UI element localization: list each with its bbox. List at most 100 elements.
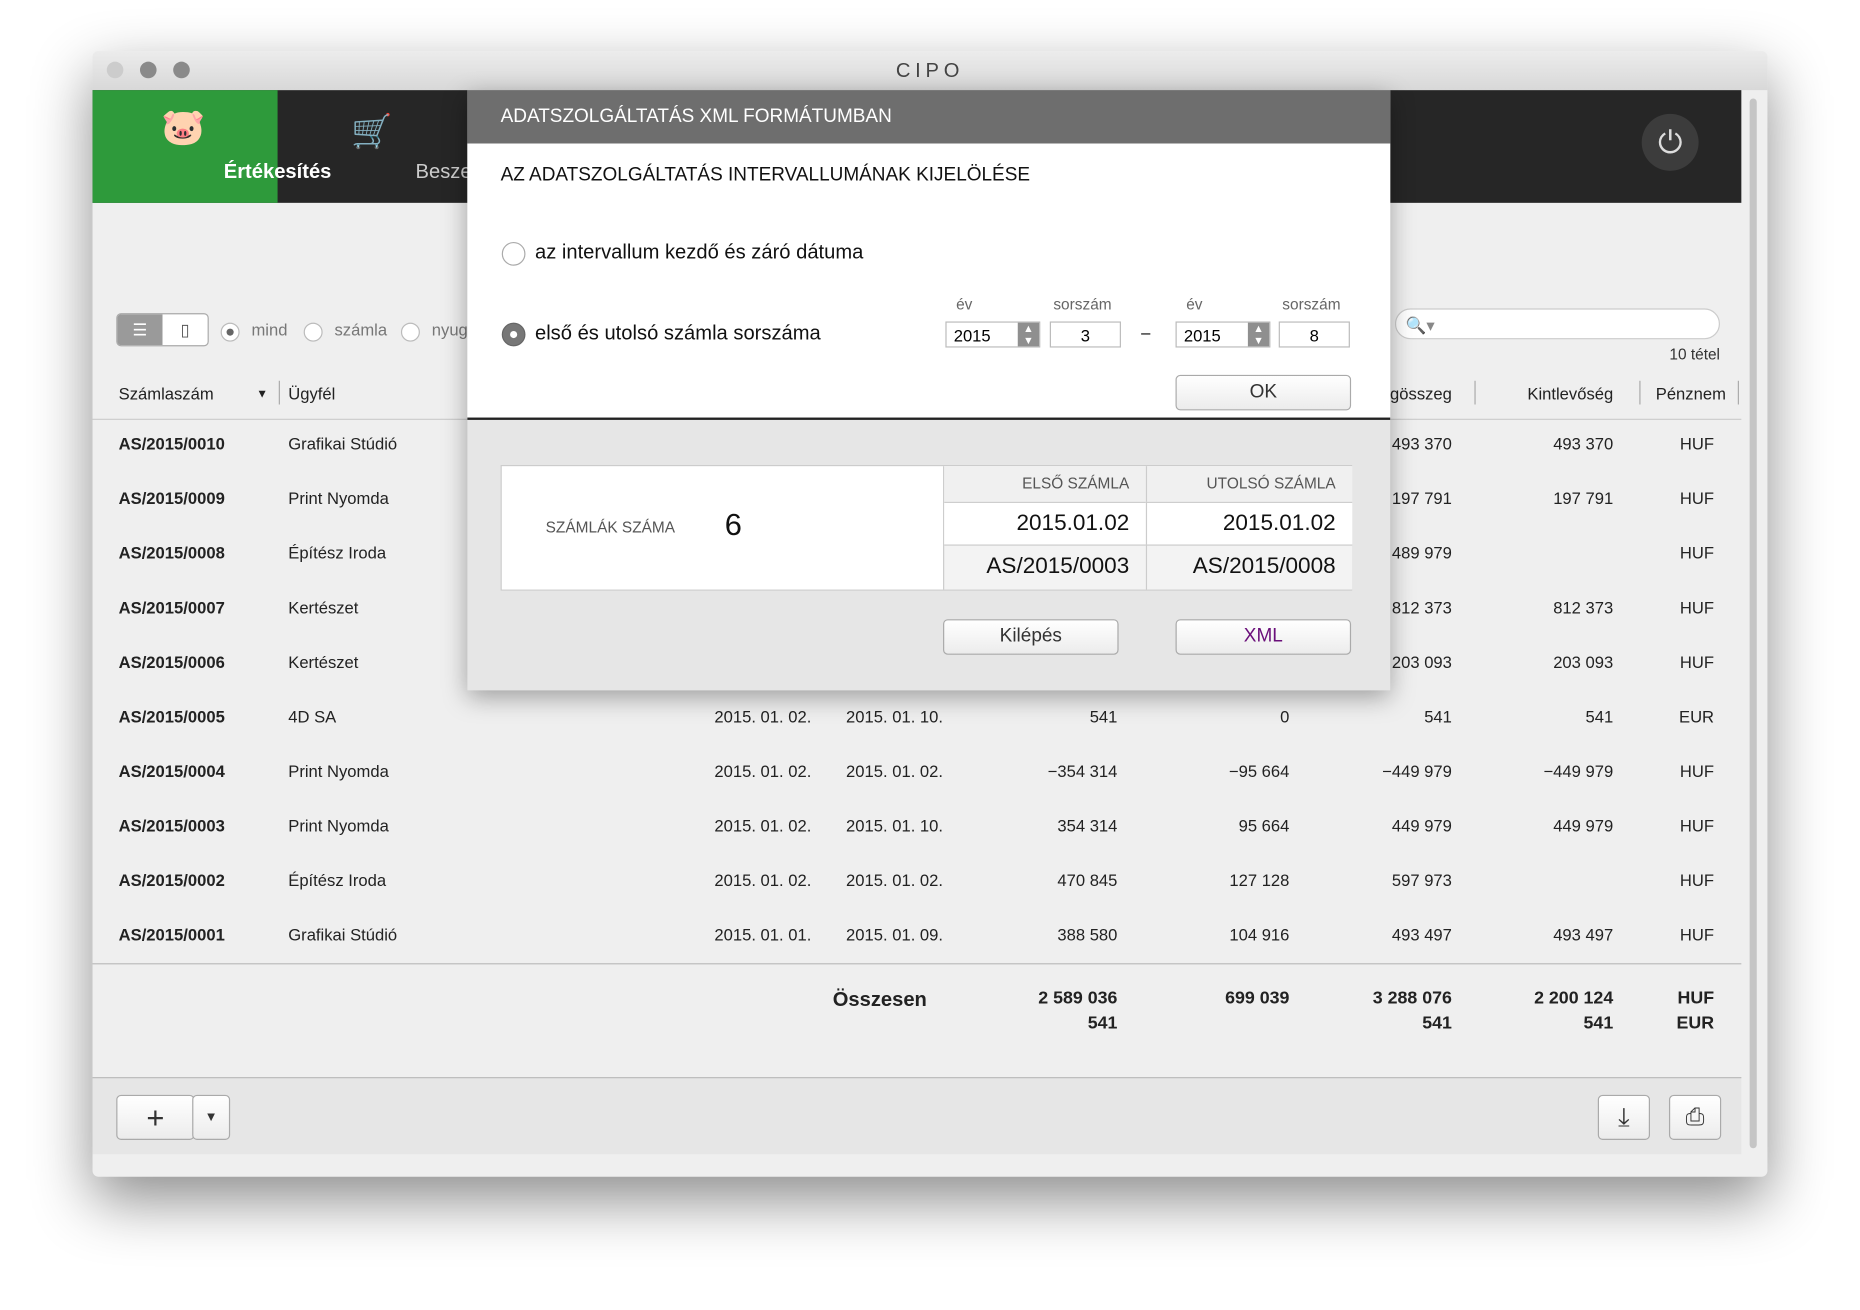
cell-client: Építész Iroda [288,543,387,563]
stepper-icon: ▲ ▼ [1247,322,1270,347]
cell-issued: 2015. 01. 02. [714,761,812,781]
tab-ertekesites[interactable]: 🐷 Értékesítés [92,90,331,203]
tab-beszerzes[interactable]: 🛒 Beszerzés [278,90,510,203]
close-button[interactable] [106,61,124,79]
col-ugyfel[interactable]: Ügyfél [288,384,336,404]
table-row[interactable]: AS/2015/0010 Grafikai Stúdió 493 370 493 37… [93,420,1742,475]
xml-export-dialog: ADATSZOLGÁLTATÁS XML FORMÁTUMBAN AZ ADAT… [467,90,1391,691]
cell-client: Print Nyomda [288,488,389,508]
cell-client: Építész Iroda [288,870,387,890]
cell-currency: EUR [1678,706,1715,726]
cell-outstanding: 812 373 [1553,597,1614,617]
col-vegosszeg[interactable]: Végösszeg [1369,384,1452,404]
card-view-icon[interactable]: ▯ [180,320,190,340]
cell-vat: 95 664 [1238,816,1290,836]
cell-vat: 0 [1280,706,1290,726]
interval-section: AZ ADATSZOLGÁLTATÁS INTERVALLUMÁNAK KIJE… [467,143,1391,420]
cell-number: AS/2015/0004 [118,761,225,781]
window-title: CIPO [895,59,965,82]
search-input[interactable]: 🔍▾ [1394,308,1720,340]
cart-icon: 🛒 [351,112,393,150]
to-year-select[interactable]: 2015 ▲ ▼ [1175,321,1271,348]
to-seq-input[interactable]: 8 [1278,321,1350,348]
cell-outstanding: 541 [1585,706,1614,726]
cell-gross: 493 370 [1391,434,1452,454]
list-view-icon[interactable]: ☰ [117,314,163,346]
table-row[interactable]: AS/2015/0005 4D SA 2015. 01. 02. 2015. 01. … [93,693,1742,748]
totals-row: Összesen 2 589 036 541 699 039 3 288 076… [92,963,1742,1078]
filter-radio-mind[interactable] [220,322,240,342]
scrollbar[interactable] [1746,98,1760,1149]
cell-currency: HUF [1679,488,1715,508]
cell-due: 2015. 01. 02. [846,761,944,781]
table-row[interactable]: AS/2015/0004 Print Nyomda 2015. 01. 02. 201… [93,747,1742,802]
view-toggle[interactable]: ☰ ▯ [116,313,209,347]
add-menu-button[interactable]: ▼ [192,1094,231,1140]
from-seq-label: sorszám [1053,295,1112,314]
total-currency: HUF [1677,988,1715,1009]
col-szamlaszam[interactable]: Számlaszám [118,384,214,404]
sort-chevron-down-icon[interactable]: ▼ [256,387,268,401]
cell-vat: 104 916 [1229,925,1290,945]
cell-gross: 493 497 [1391,925,1452,945]
ok-button[interactable]: OK [1175,374,1352,411]
xml-button[interactable]: XML [1175,619,1352,655]
total-gross-eur: 541 [1422,1013,1452,1034]
col-penznem[interactable]: Pénznem [1655,384,1726,404]
cell-vat: 127 128 [1229,870,1290,890]
filter-radio-nyugta[interactable] [400,322,420,342]
cell-currency: HUF [1679,434,1715,454]
cell-client: 4D SA [288,706,337,726]
zoom-button[interactable] [173,61,190,79]
table-row[interactable]: AS/2015/0007 Kertészet 812 373 812 373 HUF [93,584,1742,639]
cell-issued: 2015. 01. 01. [714,925,812,945]
from-seq-input[interactable]: 3 [1049,321,1121,348]
title-bar: CIPO [92,51,1768,91]
table-row[interactable]: AS/2015/0009 Print Nyomda 197 791 197 791 HU… [93,474,1742,529]
cell-outstanding: 493 497 [1553,925,1614,945]
piggy-bank-icon: 🐷 [161,107,206,148]
add-button[interactable]: + [116,1094,195,1140]
cell-net: 388 580 [1057,925,1118,945]
cell-due: 2015. 01. 10. [846,816,944,836]
cell-number: AS/2015/0005 [118,706,225,726]
summary-box: SZÁMLÁK SZÁMA 6 ELSŐ SZÁMLA UTOLSÓ SZÁML… [500,464,1353,591]
cell-issued: 2015. 01. 02. [714,870,812,890]
table-row[interactable]: AS/2015/0006 Kertészet 203 093 203 093 HUF [93,638,1742,693]
cell-number: AS/2015/0008 [118,543,225,563]
from-year-label: év [956,295,973,314]
cell-currency: HUF [1679,597,1715,617]
item-count: 10 tétel [1669,345,1720,363]
filter-label: számla [334,320,388,340]
first-invoice-header: ELSŐ SZÁMLA [944,466,1146,502]
table-row[interactable]: AS/2015/0008 Építész Iroda 489 979 HUF [93,529,1742,584]
cell-number: AS/2015/0009 [118,488,225,508]
radio-number-interval[interactable] [501,322,526,347]
cell-due: 2015. 01. 02. [846,870,944,890]
cell-gross: 449 979 [1391,816,1452,836]
print-button[interactable]: ⎙ [1668,1094,1722,1140]
cell-issued: 2015. 01. 02. [714,706,812,726]
cell-gross: −449 979 [1382,761,1452,781]
cell-currency: HUF [1679,543,1715,563]
radio-date-interval[interactable] [501,241,526,266]
minimize-button[interactable] [139,61,157,79]
cell-net: −354 314 [1047,761,1118,781]
cell-client: Kertészet [288,597,359,617]
table-row[interactable]: AS/2015/0003 Print Nyomda 2015. 01. 02. 201… [93,802,1742,857]
cell-net: 354 314 [1057,816,1118,836]
from-year-select[interactable]: 2015 ▲ ▼ [945,321,1041,348]
col-kintlevoseg[interactable]: Kintlevőség [1527,384,1614,404]
download-button[interactable]: ⤓ [1597,1094,1651,1140]
invoice-count: 6 [724,506,742,543]
exit-button[interactable]: Kilépés [943,619,1119,655]
table-row[interactable]: AS/2015/0002 Építész Iroda 2015. 01. 02. 20… [93,856,1742,911]
filter-radio-szamla[interactable] [303,322,323,342]
count-label: SZÁMLÁK SZÁMA [545,518,676,537]
cell-gross: 197 791 [1391,488,1452,508]
stepper-icon: ▲ ▼ [1017,322,1040,347]
cell-outstanding: 493 370 [1553,434,1614,454]
to-seq-label: sorszám [1282,295,1341,314]
power-button[interactable]: ⏻ [1641,113,1699,171]
table-row[interactable]: AS/2015/0001 Grafikai Stúdió 2015. 01. 01.… [93,911,1742,966]
